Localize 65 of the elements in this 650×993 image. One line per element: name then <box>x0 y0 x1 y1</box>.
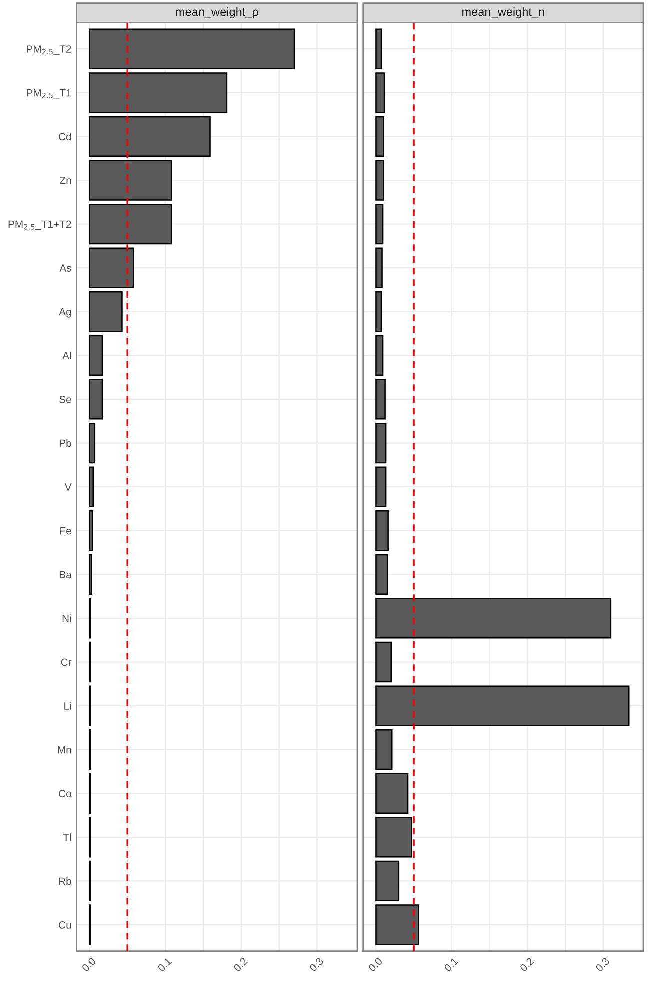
y-tick-label: Pb <box>60 439 72 448</box>
chart-title: mean_weight_p <box>176 8 258 19</box>
bar <box>88 72 228 114</box>
bar <box>88 28 296 70</box>
bar <box>376 335 384 376</box>
bar <box>376 379 386 420</box>
y-tick-label: PM$_{2.5}$_T1+T2 <box>8 220 72 230</box>
y-tick-label: Ag <box>59 308 72 318</box>
bar <box>376 292 382 332</box>
y-tick-label: V <box>64 484 72 491</box>
bar <box>376 598 612 639</box>
bar <box>88 248 134 288</box>
bar <box>88 335 104 376</box>
bar <box>88 160 172 201</box>
y-tick-label: Se <box>60 396 72 404</box>
bar <box>88 510 94 552</box>
y-tick-label: Rb <box>59 877 72 886</box>
y-tick-label: Co <box>59 790 72 798</box>
bar <box>376 510 389 552</box>
y-tick-label: Zn <box>60 177 72 184</box>
x-tick-label: 0.0 <box>82 957 96 972</box>
y-tick-label: Fe <box>60 527 72 535</box>
y-tick-label: Cr <box>61 658 72 666</box>
y-tick-label: Mn <box>58 746 72 754</box>
bar <box>376 116 384 158</box>
y-tick-label: Al <box>62 352 72 360</box>
bar <box>88 466 94 508</box>
y-tick-label: PM$_{2.5}$_T2 <box>27 46 72 55</box>
bar <box>376 554 388 595</box>
x-tick-label: 0.3 <box>309 957 324 972</box>
x-tick-label: 0.1 <box>157 957 172 972</box>
bar <box>88 292 123 332</box>
bar <box>376 730 393 770</box>
bar <box>376 860 400 902</box>
bar <box>376 686 630 726</box>
bar <box>376 204 384 245</box>
y-tick-label: Ba <box>60 571 72 579</box>
bar <box>376 160 384 201</box>
bar <box>376 642 392 683</box>
bar <box>376 28 382 70</box>
x-tick-label: 0.0 <box>368 957 384 972</box>
y-tick-label: Cu <box>59 922 72 929</box>
bar <box>376 773 409 814</box>
y-tick-label: Ni <box>62 614 72 622</box>
y-tick-label: Tl <box>63 834 72 842</box>
bar <box>376 422 387 464</box>
y-tick-label: Li <box>64 702 72 710</box>
bar <box>376 72 386 114</box>
y-tick-label: Cd <box>59 132 72 141</box>
y-tick-label: PM$_{2.5}$_T1 <box>27 90 72 99</box>
bar <box>376 817 412 858</box>
bar <box>88 422 96 464</box>
bar <box>88 379 104 420</box>
bar <box>376 904 420 946</box>
bar <box>88 554 93 595</box>
x-tick-label: 0.3 <box>595 957 610 972</box>
x-tick-label: 0.2 <box>233 957 248 972</box>
bar <box>376 248 383 288</box>
bar <box>376 466 387 508</box>
bar <box>88 204 172 245</box>
chart-title: mean_weight_n <box>462 8 544 19</box>
x-tick-label: 0.2 <box>520 957 534 972</box>
y-tick-label: As <box>60 264 72 272</box>
bar <box>88 116 211 158</box>
x-tick-label: 0.1 <box>444 957 459 972</box>
